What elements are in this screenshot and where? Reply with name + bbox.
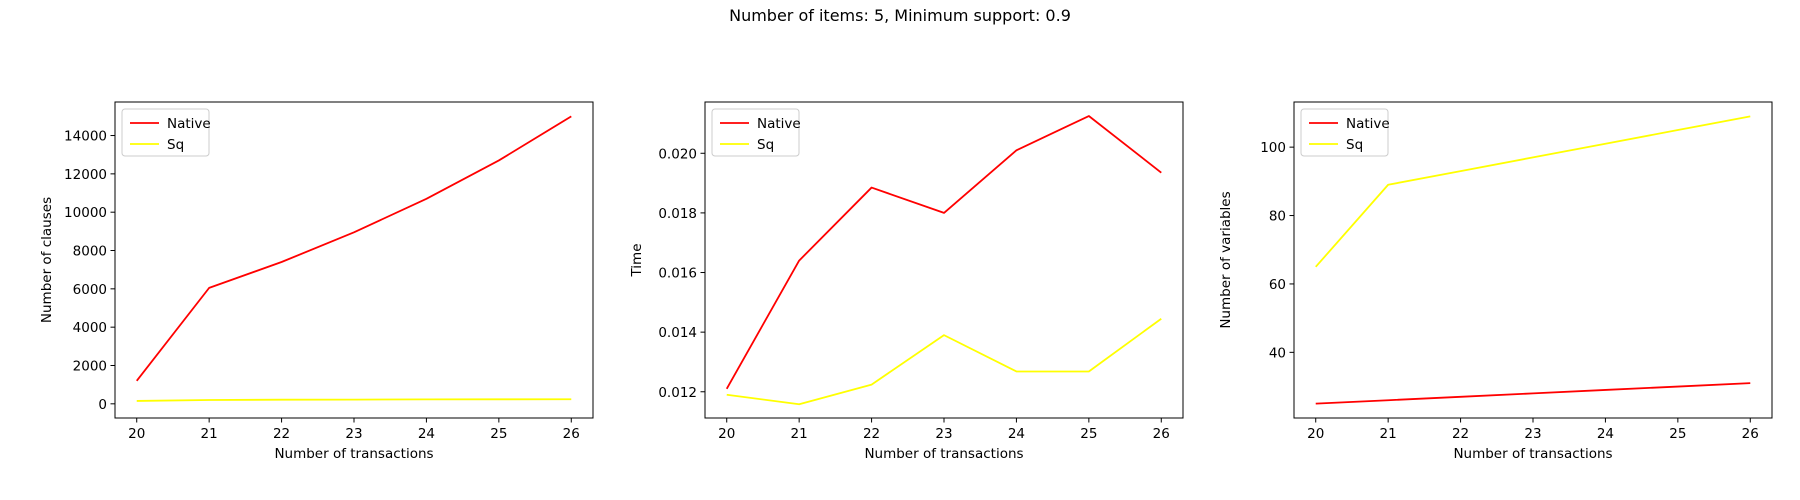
x-tick-label: 21 — [201, 426, 218, 442]
x-tick-label: 24 — [1008, 426, 1025, 442]
legend: Native Sq — [711, 108, 801, 157]
y-tick-label: 0.016 — [658, 266, 697, 282]
legend-label-sq: Sq — [757, 137, 774, 153]
x-axis-label: Number of transactions — [864, 446, 1023, 462]
y-tick-label: 2000 — [73, 358, 107, 374]
y-tick-label: 6000 — [73, 282, 107, 298]
y-axis-label: Number of clauses — [39, 197, 55, 323]
subplot-1: 20 21 22 23 24 25 26 0 2000 4000 6000 8000 10000 1200… — [39, 101, 594, 462]
x-tick-label: 23 — [935, 426, 952, 442]
series-line-native — [725, 115, 1162, 390]
y-tick-label: 0.014 — [658, 325, 697, 341]
x-tick-label: 21 — [1380, 426, 1397, 442]
series-line-native — [136, 115, 572, 382]
x-axis-label: Number of transactions — [274, 446, 433, 462]
x-tick-label: 23 — [1524, 426, 1541, 442]
x-tick-label: 20 — [1307, 426, 1324, 442]
x-tick-label: 24 — [1597, 426, 1614, 442]
x-axis-label: Number of transactions — [1453, 446, 1612, 462]
x-tick-label: 22 — [1452, 426, 1469, 442]
subplot-3: 20 21 22 23 24 25 26 40 60 80 100 Number of transac… — [1218, 101, 1773, 462]
y-tick-label: 14000 — [64, 129, 107, 145]
y-tick-label: 8000 — [73, 244, 107, 260]
y-tick-label: 4000 — [73, 320, 107, 336]
legend-label-native: Native — [167, 116, 211, 132]
x-tick-label: 20 — [128, 426, 145, 442]
series-line-sq — [726, 318, 1162, 406]
y-tick-label: 40 — [1269, 345, 1286, 361]
x-tick-label: 22 — [273, 426, 290, 442]
series-line-sq — [136, 398, 572, 402]
y-tick-label: 0.020 — [658, 146, 697, 162]
x-tick-label: 25 — [1080, 426, 1097, 442]
y-tick-label: 80 — [1269, 209, 1286, 225]
y-tick-label: 0.012 — [658, 385, 697, 401]
subplot-2: 20 21 22 23 24 25 26 0.012 0.014 0.016 0.018 0.020 N… — [629, 101, 1184, 462]
y-tick-label: 10000 — [64, 205, 107, 221]
y-tick-label: 0.018 — [658, 206, 697, 222]
y-tick-label: 0 — [98, 397, 107, 413]
x-tick-label: 24 — [418, 426, 435, 442]
figure-title: Number of items: 5, Minimum support: 0.9 — [729, 6, 1071, 25]
series-line-sq — [1315, 115, 1751, 268]
x-tick-label: 21 — [791, 426, 808, 442]
x-tick-label: 22 — [863, 426, 880, 442]
x-tick-label: 25 — [490, 426, 507, 442]
y-tick-label: 100 — [1260, 140, 1286, 156]
y-tick-label: 60 — [1269, 277, 1286, 293]
x-tick-label: 26 — [1153, 426, 1170, 442]
legend-label-sq: Sq — [1346, 137, 1363, 153]
x-tick-label: 25 — [1669, 426, 1686, 442]
x-tick-label: 20 — [718, 426, 735, 442]
x-tick-label: 26 — [1742, 426, 1759, 442]
y-axis-label: Number of variables — [1218, 191, 1234, 328]
legend-label-native: Native — [757, 116, 801, 132]
x-tick-label: 26 — [563, 426, 580, 442]
y-axis-label: Time — [629, 243, 645, 277]
legend: Native Sq — [1300, 108, 1390, 157]
legend: Native Sq — [121, 108, 211, 157]
y-tick-label: 12000 — [64, 167, 107, 183]
series-line-native — [1315, 382, 1751, 405]
legend-label-sq: Sq — [167, 137, 184, 153]
x-tick-label: 23 — [345, 426, 362, 442]
legend-label-native: Native — [1346, 116, 1390, 132]
